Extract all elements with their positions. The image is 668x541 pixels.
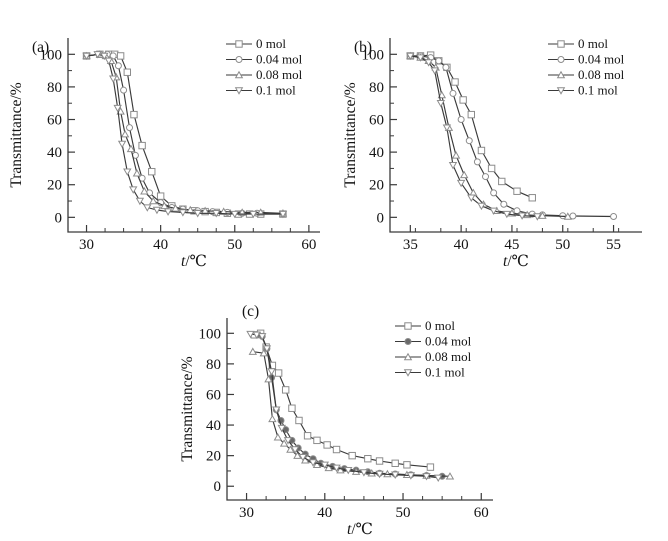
svg-text:Transmittance/%: Transmittance/%: [8, 82, 25, 187]
axes: [389, 38, 642, 233]
svg-text:0: 0: [377, 210, 385, 226]
axes: [226, 318, 493, 501]
svg-text:55: 55: [606, 237, 621, 253]
svg-text:30: 30: [79, 237, 94, 253]
svg-text:t/℃: t/℃: [503, 253, 529, 270]
svg-text:50: 50: [227, 237, 242, 253]
panel-label: (b): [354, 39, 372, 56]
svg-text:50: 50: [555, 237, 570, 253]
svg-text:80: 80: [369, 80, 384, 96]
series-0-04-mol: [406, 52, 618, 221]
svg-text:0 mol: 0 mol: [425, 318, 455, 333]
y-axis-title: Transmittance/%: [342, 82, 359, 187]
x-axis: 30 40 50 60: [239, 493, 489, 521]
chart-panel-b: 35 40 45 50 55 0 20 40 60 80 100 0 mol 0.04 mol 0.08 …: [342, 4, 666, 270]
svg-text:60: 60: [47, 113, 62, 129]
svg-text:(c): (c): [242, 303, 259, 320]
svg-text:60: 60: [301, 237, 316, 253]
svg-text:50: 50: [396, 505, 411, 521]
series-0-mol: [250, 329, 435, 471]
svg-text:40: 40: [454, 237, 469, 253]
svg-text:0.08 mol: 0.08 mol: [256, 67, 303, 82]
svg-text:t/℃: t/℃: [347, 521, 373, 538]
series-0-08-mol: [248, 347, 455, 480]
series-0-1-mol: [246, 330, 443, 483]
y-axis: 0 20 40 60 80 100: [362, 47, 397, 226]
svg-text:0 mol: 0 mol: [256, 36, 286, 51]
panel-label: (c): [242, 303, 259, 320]
svg-text:0.1 mol: 0.1 mol: [425, 365, 465, 380]
svg-text:0.04 mol: 0.04 mol: [578, 52, 625, 67]
x-axis-title: t/℃: [503, 253, 529, 270]
svg-text:0 mol: 0 mol: [578, 36, 608, 51]
svg-text:100: 100: [40, 47, 63, 63]
svg-text:(a): (a): [32, 39, 49, 56]
y-axis: 0 20 40 60 80 100: [40, 47, 75, 226]
svg-text:Transmittance/%: Transmittance/%: [342, 82, 359, 187]
svg-text:100: 100: [362, 47, 385, 63]
x-axis: 35 40 45 50 55: [403, 225, 621, 253]
svg-text:60: 60: [369, 113, 384, 129]
svg-text:0.08 mol: 0.08 mol: [578, 67, 625, 82]
axes: [67, 38, 320, 233]
svg-text:80: 80: [47, 80, 62, 96]
svg-text:35: 35: [403, 237, 418, 253]
svg-text:0.04 mol: 0.04 mol: [425, 334, 472, 349]
series-0-08-mol: [406, 51, 573, 220]
series-0-1-mol: [406, 52, 542, 221]
y-axis-title: Transmittance/%: [8, 82, 25, 187]
svg-text:20: 20: [47, 178, 62, 194]
svg-text:0: 0: [214, 479, 222, 495]
svg-text:0.04 mol: 0.04 mol: [256, 52, 303, 67]
series-0-1-mol: [82, 51, 288, 219]
svg-text:40: 40: [206, 418, 221, 434]
svg-text:20: 20: [206, 449, 221, 465]
svg-text:0: 0: [55, 210, 63, 226]
svg-text:60: 60: [206, 387, 221, 403]
svg-text:0.1 mol: 0.1 mol: [256, 83, 296, 98]
svg-text:0.1 mol: 0.1 mol: [578, 83, 618, 98]
svg-text:40: 40: [369, 145, 384, 161]
svg-text:60: 60: [474, 505, 489, 521]
series-0-mol: [406, 51, 536, 202]
svg-text:Transmittance/%: Transmittance/%: [180, 356, 196, 461]
x-axis: 30 40 50 60: [79, 225, 316, 253]
svg-text:40: 40: [317, 505, 332, 521]
y-axis: 0 20 40 60 80 100: [199, 326, 234, 495]
svg-text:t/℃: t/℃: [181, 253, 207, 270]
svg-text:80: 80: [206, 357, 221, 373]
y-axis-title: Transmittance/%: [180, 356, 196, 461]
svg-text:40: 40: [47, 145, 62, 161]
chart-panel-a: 30 40 50 60 0 20 40 60 80 100 0 mol 0.04 mol 0.08 mo…: [6, 4, 330, 270]
svg-text:100: 100: [199, 326, 222, 342]
chart-panel-c: 30 40 50 60 0 20 40 60 80 100 0 mol 0.04 mol 0.08 mo…: [180, 286, 516, 538]
x-axis-title: t/℃: [181, 253, 207, 270]
svg-text:20: 20: [369, 178, 384, 194]
x-axis-title: t/℃: [347, 521, 373, 538]
svg-text:40: 40: [153, 237, 168, 253]
svg-text:0.08 mol: 0.08 mol: [425, 349, 472, 364]
svg-text:30: 30: [239, 505, 254, 521]
panel-label: (a): [32, 39, 49, 56]
svg-text:(b): (b): [354, 39, 372, 56]
svg-text:45: 45: [504, 237, 519, 253]
